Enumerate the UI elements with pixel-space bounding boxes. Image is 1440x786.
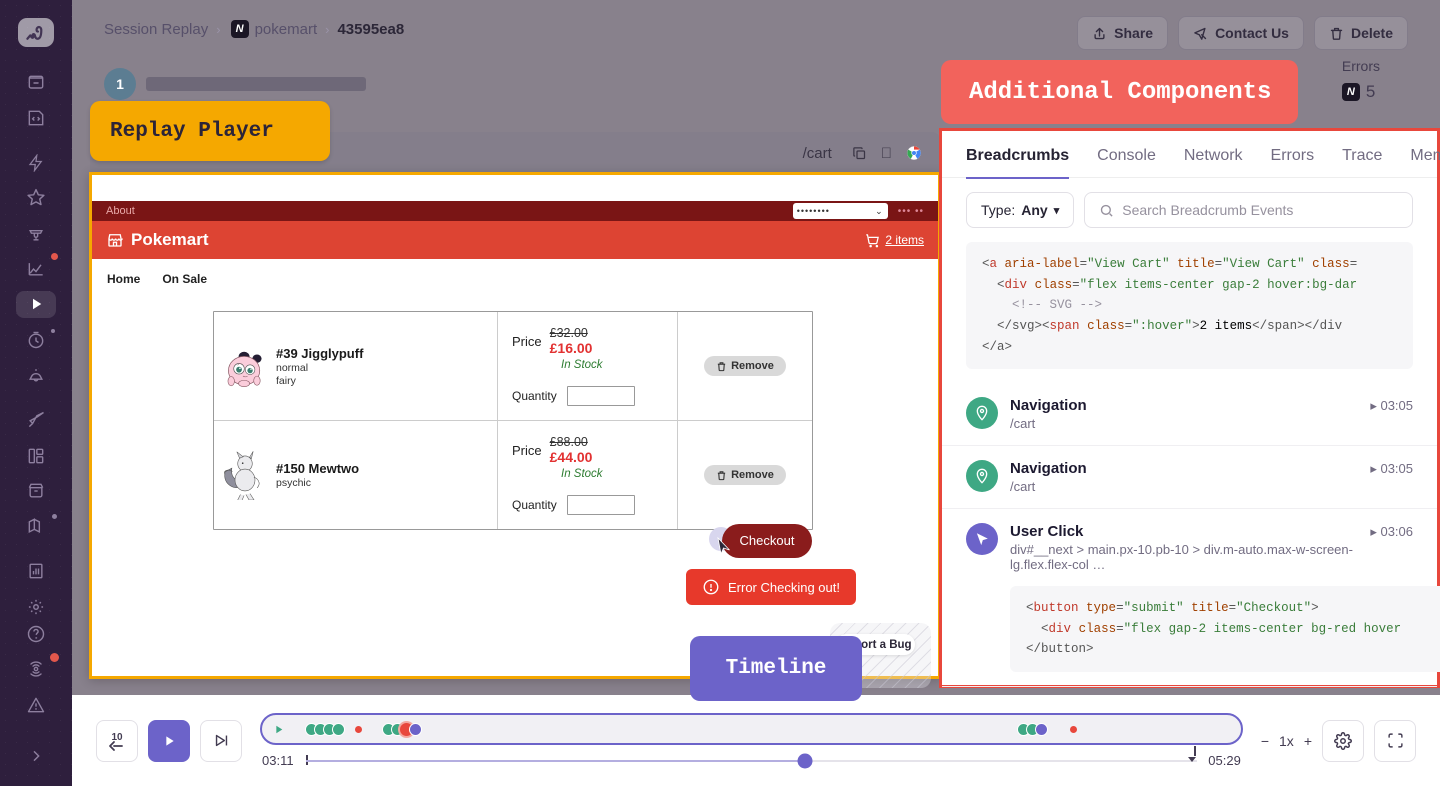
svg-text:10: 10 (111, 732, 123, 743)
